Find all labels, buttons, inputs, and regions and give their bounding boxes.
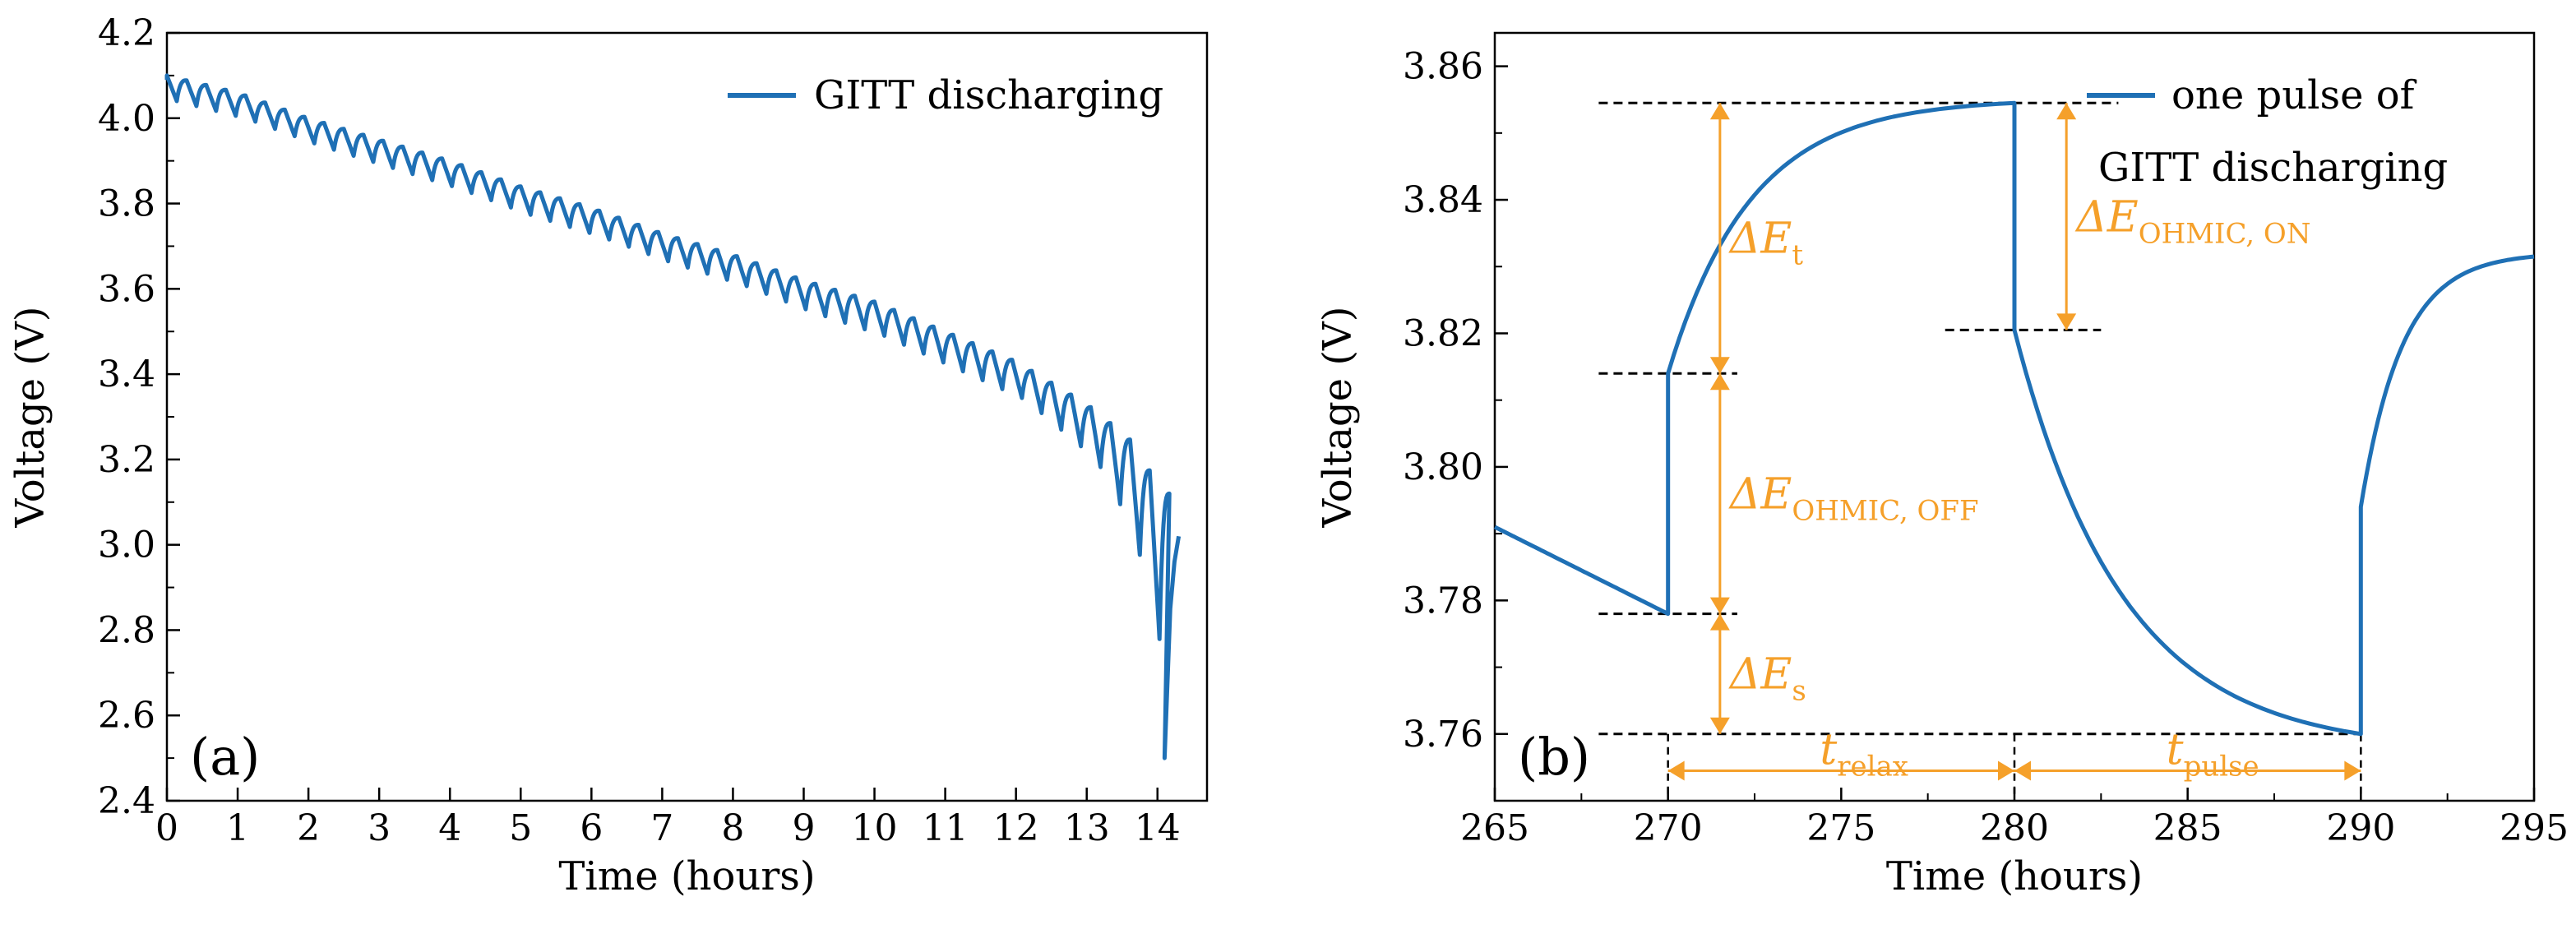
y-axis-title: Voltage (V) [7,307,53,529]
annotation-main: t [1820,725,1837,774]
arrow-head [1709,357,1730,374]
x-tick-label: 14 [1135,807,1181,849]
x-tick-label: 295 [2500,807,2569,849]
x-tick-label: 4 [438,807,461,849]
x-tick-label: 8 [721,807,744,849]
y-tick-label: 3.82 [1403,312,1483,354]
y-tick-label: 2.6 [98,695,155,737]
y-tick-label: 3.78 [1403,580,1483,622]
arrow-head [2344,760,2361,781]
y-axis-title: Voltage (V) [1315,307,1361,529]
x-tick-label: 10 [852,807,898,849]
annotation-subscript: OHMIC, OFF [1792,494,1978,527]
x-tick-label: 11 [923,807,969,849]
plot-frame [165,31,1209,802]
y-tick-label: 4.0 [98,98,155,140]
x-tick-label: 9 [792,807,815,849]
x-tick-label: 5 [509,807,532,849]
annotation-subscript: pulse [2184,750,2259,783]
annotation-label: ΔEs [1728,650,1806,708]
y-tick-label: 3.0 [98,525,155,566]
x-tick-label: 1 [226,807,249,849]
arrow-head [1709,597,1730,614]
annotation-main: ΔE [1728,650,1792,700]
annotation-main: t [2167,725,2184,774]
legend-label-line2: GITT discharging [2098,145,2448,191]
arrow-head [2056,103,2077,120]
series-line-pulse [1493,100,2535,737]
y-tick-label: 4.2 [98,12,155,54]
x-tick-label: 13 [1064,807,1110,849]
annotation-label: ΔEOHMIC, OFF [1728,469,1979,527]
chart-panel-a: 0 1 2 3 4 5 6 7 8 9 10 11 12 13 142.42.62.83.03.23.43.… [7,12,1209,899]
series-line-gitt [164,73,1182,760]
y-tick-label: 3.86 [1403,46,1483,88]
legend-label-line1: one pulse of [2171,72,2417,118]
x-tick-label: 7 [650,807,673,849]
annotation-subscript: OHMIC, ON [2139,217,2311,250]
y-tick-label: 3.4 [98,354,155,395]
y-tick-label: 3.8 [98,183,155,225]
x-tick-label: 270 [1634,807,1703,849]
x-tick-label: 275 [1806,807,1875,849]
annotation-label: tpulse [2167,725,2259,783]
x-tick-label: 265 [1460,807,1529,849]
x-tick-label: 3 [368,807,391,849]
y-tick-label: 3.2 [98,439,155,481]
annotation-subscript: s [1792,675,1806,708]
x-tick-label: 12 [993,807,1039,849]
arrow-head [2056,313,2077,330]
x-tick-label: 285 [2153,807,2222,849]
arrow-head [2014,760,2031,781]
annotation-main: ΔE [1728,215,1792,264]
arrow-head [1709,373,1730,391]
annotation-label: ΔEOHMIC, ON [2074,192,2310,250]
annotation-main: ΔE [2074,192,2139,242]
arrow-head [1709,103,1730,120]
arrow-head [1667,760,1685,781]
legend-label: GITT discharging [814,72,1163,118]
annotation-label: trelax [1820,725,1908,783]
annotation-subscript: t [1792,239,1803,272]
y-tick-label: 2.8 [98,609,155,651]
chart-panel-b: 265 270 275 280 285 290 295 3.76 3.78 3.80 3.82 3.8… [1315,31,2569,899]
arrow-head [1998,760,2014,781]
x-tick-label: 2 [297,807,320,849]
x-tick-label: 6 [580,807,603,849]
annotation-label: ΔEt [1728,215,1804,272]
x-tick-label: 0 [155,807,178,849]
y-tick-label: 3.80 [1403,446,1483,488]
annotation-subscript: relax [1837,750,1908,783]
panel-label: (a) [190,727,260,787]
x-tick-label: 290 [2326,807,2395,849]
arrow-head [1709,613,1730,631]
y-tick-label: 2.4 [98,780,155,822]
y-tick-label: 3.76 [1403,714,1483,756]
annotation-main: ΔE [1728,469,1792,519]
x-tick-label: 280 [1980,807,2049,849]
y-tick-label: 3.84 [1403,179,1483,221]
panel-label: (b) [1518,727,1590,787]
x-axis-title: Time (hours) [1886,853,2143,899]
y-tick-label: 3.6 [98,268,155,310]
arrow-head [1709,717,1730,734]
x-axis-title: Time (hours) [558,853,815,899]
